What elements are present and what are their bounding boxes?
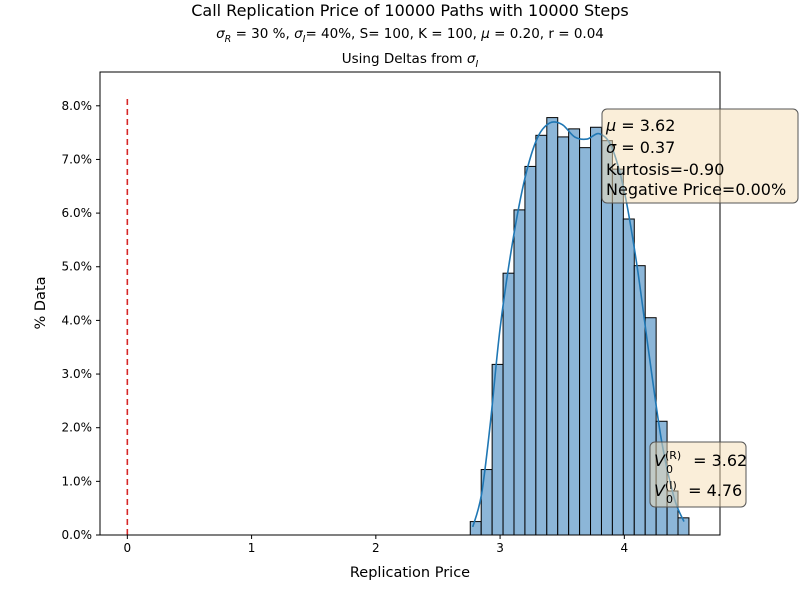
y-tick-label: 7.0% bbox=[62, 152, 93, 166]
x-tick-label: 0 bbox=[124, 541, 132, 555]
subscript-r: R bbox=[225, 34, 232, 45]
y-tick-label: 2.0% bbox=[62, 421, 93, 435]
y-tick-label: 3.0% bbox=[62, 367, 93, 381]
subscript-i-2: I bbox=[475, 59, 478, 70]
subtitle-part-1: = 30 %, bbox=[231, 26, 294, 42]
histogram-bar bbox=[524, 165, 537, 536]
v0-i-value: = 4.76 bbox=[683, 481, 742, 500]
v-symbol: V bbox=[654, 451, 666, 470]
stats-negative-price: Negative Price=0.00% bbox=[606, 180, 786, 199]
chart-subtitle-params: σR = 30 %, σI= 40%, S= 100, K = 100, μ =… bbox=[216, 26, 604, 45]
stats-mu-symbol: μ bbox=[605, 116, 616, 135]
stats-box-bg bbox=[601, 108, 799, 204]
histogram-bar bbox=[513, 209, 526, 536]
x-tick-label: 3 bbox=[496, 541, 504, 555]
y-tick-label: 4.0% bbox=[62, 313, 93, 327]
stats-mu: μ = 3.62 bbox=[605, 116, 675, 135]
subscript-i: I bbox=[303, 34, 306, 45]
kde-curve bbox=[471, 121, 685, 528]
y-tick-label: 6.0% bbox=[62, 206, 93, 220]
v0-i-superscript: (I) bbox=[665, 479, 677, 492]
value-box-bg bbox=[649, 441, 747, 508]
x-axis-ticks: 0 1 2 3 4 bbox=[124, 535, 629, 555]
y-tick-label: 0.0% bbox=[62, 528, 93, 542]
v-symbol-2: V bbox=[654, 481, 666, 500]
value-v0-i: V(I) 0 = 4.76 bbox=[654, 479, 742, 506]
axes-frame bbox=[99, 71, 721, 536]
x-tick-label: 1 bbox=[248, 541, 256, 555]
histogram-bar bbox=[590, 126, 602, 536]
histogram-bar bbox=[633, 265, 646, 536]
histogram-bar bbox=[480, 469, 493, 536]
y-tick-label: 1.0% bbox=[62, 474, 93, 488]
v0-i-subscript: 0 bbox=[666, 493, 673, 506]
histogram-bar bbox=[557, 136, 570, 536]
chart-subtitle-deltas: Using Deltas from σI bbox=[342, 51, 479, 70]
value-v0-r: V(R) 0 = 3.62 bbox=[654, 449, 747, 476]
y-axis-ticks: 0.0% 1.0% 2.0% 3.0% 4.0% 5.0% 6.0% 7.0% 8.0% bbox=[62, 99, 100, 542]
sigma-symbol-2: σ bbox=[294, 26, 303, 42]
histogram-bar bbox=[579, 147, 592, 536]
x-axis-label: Replication Price bbox=[350, 565, 470, 581]
y-axis-label: % Data bbox=[33, 276, 49, 329]
x-tick-label: 2 bbox=[372, 541, 380, 555]
x-tick-label: 4 bbox=[621, 541, 629, 555]
sigma-symbol: σ bbox=[216, 26, 225, 42]
histogram-bar bbox=[568, 128, 581, 536]
value-box: V(R) 0 = 3.62 V(I) 0 = 4.76 bbox=[649, 441, 747, 508]
subtitle-part-3: = 0.20, r = 0.04 bbox=[490, 26, 604, 42]
stats-sigma-symbol: σ bbox=[606, 138, 617, 157]
histogram-bar bbox=[502, 272, 515, 536]
stats-mu-value: = 3.62 bbox=[616, 116, 675, 135]
mu-symbol: μ bbox=[480, 26, 490, 42]
subtitle-using: Using Deltas from bbox=[342, 51, 467, 67]
v0-r-subscript: 0 bbox=[666, 463, 673, 476]
histogram-bar bbox=[535, 134, 548, 536]
histogram-bar bbox=[546, 117, 559, 536]
y-tick-label: 8.0% bbox=[62, 99, 93, 113]
histogram-bar bbox=[469, 521, 482, 536]
y-tick-label: 5.0% bbox=[62, 260, 93, 274]
v0-r-superscript: (R) bbox=[665, 449, 681, 462]
stats-sigma: σ = 0.37 bbox=[606, 138, 675, 157]
histogram-bar bbox=[622, 218, 635, 536]
sigma-symbol-3: σ bbox=[467, 51, 476, 67]
chart-title: Call Replication Price of 10000 Paths wi… bbox=[191, 1, 629, 20]
v0-r-value: = 3.62 bbox=[688, 451, 747, 470]
subtitle-part-2: = 40%, S= 100, K = 100, bbox=[305, 26, 481, 42]
stats-kurtosis: Kurtosis=-0.90 bbox=[606, 160, 724, 179]
histogram-bar bbox=[611, 168, 624, 536]
stats-sigma-value: = 0.37 bbox=[616, 138, 675, 157]
stats-box: μ = 3.62 σ = 0.37 Kurtosis=-0.90 Negativ… bbox=[601, 108, 799, 204]
